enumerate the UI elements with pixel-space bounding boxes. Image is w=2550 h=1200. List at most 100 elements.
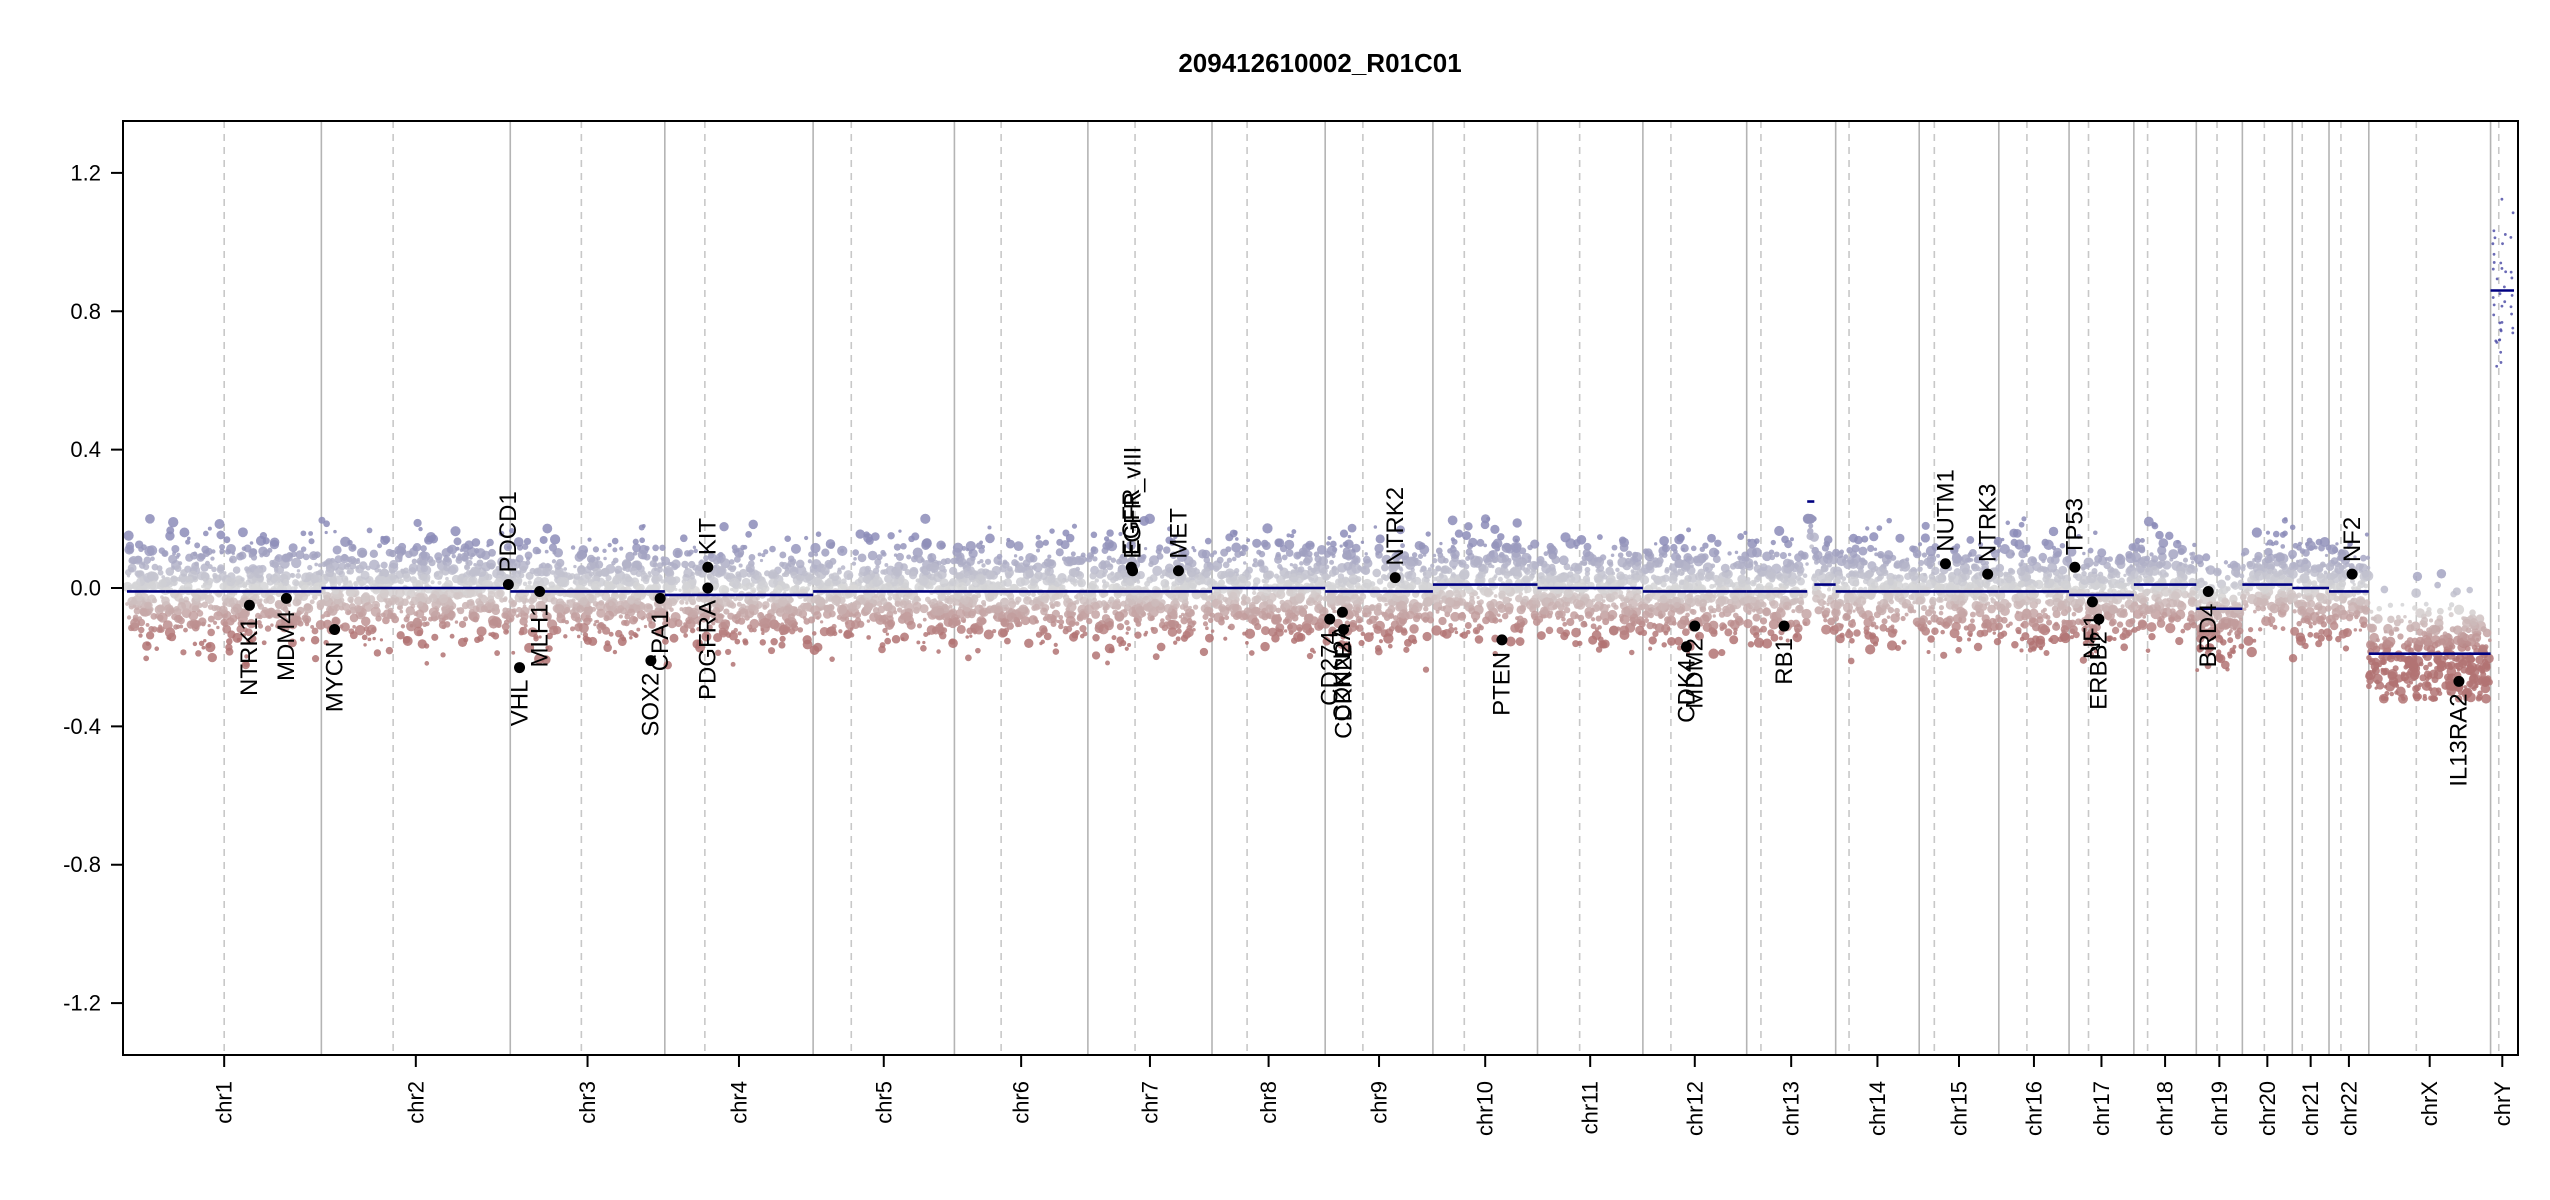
probe-point	[666, 584, 675, 593]
probe-point	[198, 617, 207, 626]
probe-point	[1447, 548, 1453, 554]
probe-point	[594, 592, 601, 598]
probe-point	[1425, 531, 1431, 537]
probe-point	[453, 592, 461, 600]
probe-point	[1441, 585, 1446, 591]
probe-point	[295, 550, 305, 560]
probe-point	[1476, 623, 1482, 629]
probe-point	[1006, 537, 1011, 542]
probe-point	[150, 556, 155, 562]
probe-point	[201, 601, 209, 609]
probe-point	[1409, 624, 1419, 634]
probe-point	[1483, 569, 1489, 574]
probe-point	[1743, 530, 1748, 536]
probe-point	[236, 625, 245, 634]
probe-point	[648, 573, 652, 578]
probe-point	[688, 549, 694, 555]
probe-point	[887, 595, 893, 601]
probe-point	[926, 611, 931, 616]
probe-point	[1493, 574, 1498, 579]
probe-point	[1358, 639, 1365, 647]
probe-point	[380, 561, 388, 569]
probe-point	[535, 548, 542, 555]
probe-point	[790, 571, 798, 579]
probe-point	[1275, 551, 1281, 558]
probe-point	[378, 575, 387, 585]
probe-point	[135, 593, 143, 602]
probe-point	[1124, 619, 1130, 626]
probe-point	[516, 606, 523, 613]
probe-point	[757, 612, 765, 620]
probe-point	[1329, 559, 1335, 565]
probe-point	[1089, 572, 1097, 580]
probe-point	[244, 566, 250, 572]
probe-point	[1220, 570, 1229, 579]
probe-point	[464, 564, 471, 571]
probe-point	[133, 607, 141, 615]
probe-point	[388, 549, 397, 558]
probe-point	[192, 551, 198, 557]
probe-point	[1310, 567, 1317, 574]
probe-point	[324, 530, 328, 535]
probe-point	[651, 575, 659, 584]
probe-point	[329, 575, 337, 584]
probe-point	[922, 640, 926, 645]
probe-point	[1173, 640, 1178, 645]
probe-point	[382, 609, 393, 619]
probe-point	[253, 631, 258, 636]
probe-point	[740, 544, 746, 551]
probe-point	[1044, 613, 1051, 621]
probe-point	[492, 617, 502, 628]
probe-point	[630, 567, 638, 576]
probe-point	[929, 553, 933, 558]
probe-point	[900, 542, 907, 550]
probe-point	[641, 523, 646, 528]
probe-point	[1283, 629, 1288, 633]
probe-point	[1451, 538, 1458, 545]
probe-point	[257, 603, 265, 610]
probe-point	[443, 564, 451, 572]
probe-point	[527, 580, 532, 585]
probe-point	[431, 633, 439, 641]
probe-point	[361, 634, 368, 641]
probe-point	[168, 607, 175, 615]
probe-point	[698, 560, 704, 566]
probe-point	[1439, 629, 1447, 637]
probe-point	[413, 617, 421, 625]
probe-point	[696, 564, 704, 572]
probe-point	[824, 579, 832, 587]
probe-point	[246, 571, 254, 579]
probe-point	[304, 621, 310, 627]
probe-point	[1394, 596, 1401, 603]
probe-point	[301, 572, 311, 583]
probe-point	[174, 565, 182, 573]
probe-point	[1295, 575, 1304, 584]
probe-point	[307, 581, 312, 586]
probe-point	[880, 597, 888, 605]
probe-point	[1035, 534, 1041, 540]
probe-point	[241, 633, 246, 638]
probe-point	[1216, 556, 1224, 564]
probe-point	[446, 546, 454, 553]
probe-point	[1332, 609, 1336, 614]
probe-point	[1053, 642, 1058, 648]
probe-point	[1584, 566, 1591, 573]
probe-point	[1375, 604, 1382, 611]
probe-point	[986, 570, 996, 580]
probe-point	[1501, 612, 1509, 620]
probe-point	[542, 567, 552, 577]
probe-point	[928, 584, 934, 590]
probe-point	[1202, 621, 1209, 627]
probe-point	[258, 581, 269, 593]
probe-point	[341, 602, 347, 607]
probe-point	[669, 597, 678, 606]
probe-point	[815, 531, 822, 537]
probe-point	[793, 621, 798, 626]
probe-point	[594, 560, 604, 569]
probe-point	[1056, 538, 1064, 546]
probe-point	[1572, 599, 1581, 607]
probe-point	[639, 537, 645, 544]
probe-point	[880, 569, 886, 575]
probe-point	[1360, 540, 1365, 544]
probe-point	[515, 577, 523, 585]
